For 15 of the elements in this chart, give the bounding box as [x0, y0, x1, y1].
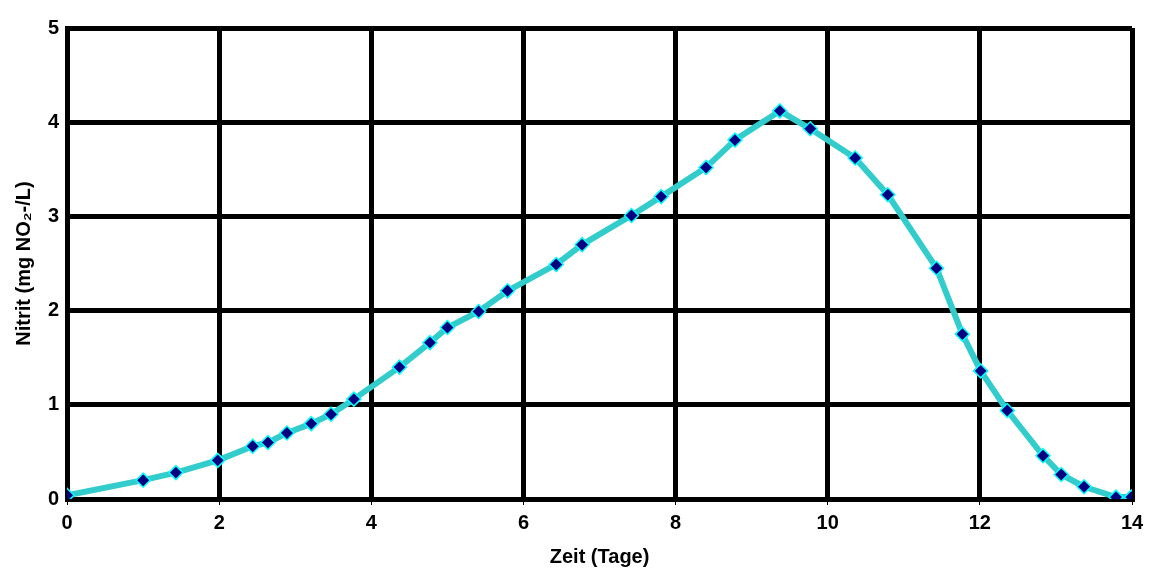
x-axis-title: Zeit (Tage) [549, 544, 650, 567]
y-axis-title: Nitrit (mg NO₂-/L) [11, 181, 34, 346]
y-tick-label: 0 [48, 486, 60, 509]
y-tick-label: 1 [48, 392, 60, 415]
y-tick-label: 2 [48, 298, 60, 321]
x-tick-label: 14 [1120, 510, 1144, 533]
y-tick-label: 3 [48, 203, 60, 226]
x-tick-label: 8 [670, 510, 682, 533]
x-tick-label: 10 [816, 510, 839, 533]
x-tick-label: 2 [213, 510, 225, 533]
x-tick-label: 4 [365, 510, 378, 533]
y-tick-label: 5 [48, 15, 60, 38]
x-tick-label: 6 [517, 510, 530, 533]
x-tick-label: 12 [968, 510, 991, 533]
y-tick-label: 4 [48, 109, 60, 132]
